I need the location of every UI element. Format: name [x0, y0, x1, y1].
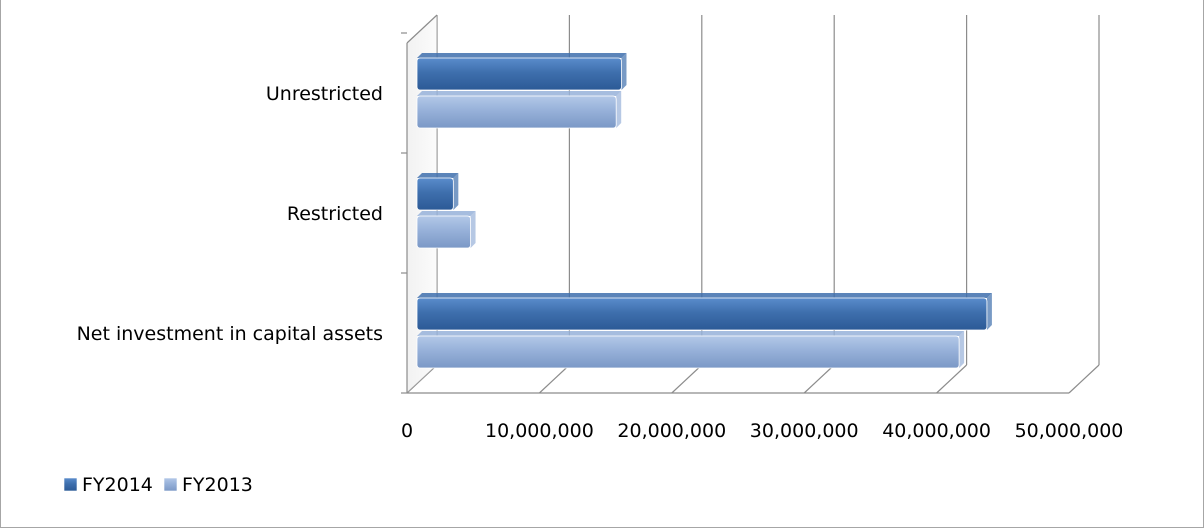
legend-swatch — [163, 477, 178, 492]
bar-fy2014-1 — [416, 173, 459, 211]
floor-gridline — [936, 364, 968, 394]
floor-gridline — [1068, 364, 1100, 394]
bar-fy2014-0 — [416, 53, 627, 91]
legend-item-fy2013: FY2013 — [163, 474, 253, 496]
bar-fy2013-1 — [416, 211, 476, 249]
legend-label: FY2014 — [82, 474, 153, 496]
legend-swatch — [63, 477, 78, 492]
bars — [416, 53, 992, 369]
x-tick-label: 10,000,000 — [485, 420, 594, 442]
side-wall-top-edge — [406, 14, 438, 44]
floor-gridline — [671, 364, 703, 394]
x-tick-label: 50,000,000 — [1015, 420, 1124, 442]
bar-fy2013-0 — [416, 91, 622, 129]
bar-fy2014-2 — [416, 293, 992, 331]
legend: FY2014 FY2013 — [63, 474, 253, 496]
x-tick-label: 20,000,000 — [617, 420, 726, 442]
floor-gridline — [803, 364, 835, 394]
x-tick-label: 40,000,000 — [882, 420, 991, 442]
floor-gridline — [538, 364, 570, 394]
category-label: Net investment in capital assets — [77, 323, 383, 345]
category-label: Restricted — [287, 203, 383, 225]
x-tick-label: 0 — [401, 420, 413, 442]
category-label: Unrestricted — [266, 83, 383, 105]
legend-item-fy2014: FY2014 — [63, 474, 153, 496]
labels: Unrestricted Restricted Net investment in … — [77, 83, 1124, 442]
bar-fy2013-2 — [416, 331, 965, 369]
legend-label: FY2013 — [182, 474, 253, 496]
x-tick-label: 30,000,000 — [750, 420, 859, 442]
